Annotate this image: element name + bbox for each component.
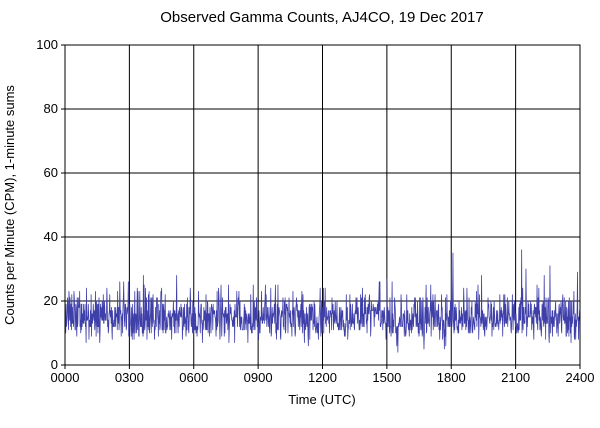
x-tick-label: 1200 <box>308 370 337 385</box>
x-axis-label: Time (UTC) <box>288 392 355 407</box>
chart-title: Observed Gamma Counts, AJ4CO, 19 Dec 201… <box>160 9 484 26</box>
x-tick-label: 1800 <box>437 370 466 385</box>
y-tick-label: 40 <box>44 229 58 244</box>
plot-frame <box>64 44 581 366</box>
axis-ticks <box>61 44 581 369</box>
gamma-series-line <box>64 249 581 353</box>
x-tick-label: 1500 <box>372 370 401 385</box>
y-tick-label: 80 <box>44 101 58 116</box>
x-tick-label: 0000 <box>51 370 80 385</box>
y-axis-label: Counts per Minute (CPM), 1-minute sums <box>2 85 17 325</box>
tick-labels: 0000 0300 0600 0900 1200 1500 1800 2100 2400 0 20 4… <box>36 37 594 385</box>
x-tick-label: 2100 <box>501 370 530 385</box>
x-tick-label: 0300 <box>115 370 144 385</box>
x-tick-label: 2400 <box>566 370 595 385</box>
x-tick-label: 0900 <box>244 370 273 385</box>
y-tick-label: 20 <box>44 293 58 308</box>
x-tick-label: 0600 <box>179 370 208 385</box>
y-tick-label: 100 <box>36 37 58 52</box>
y-tick-label: 0 <box>51 357 58 372</box>
data-series <box>64 249 581 353</box>
y-tick-label: 60 <box>44 165 58 180</box>
